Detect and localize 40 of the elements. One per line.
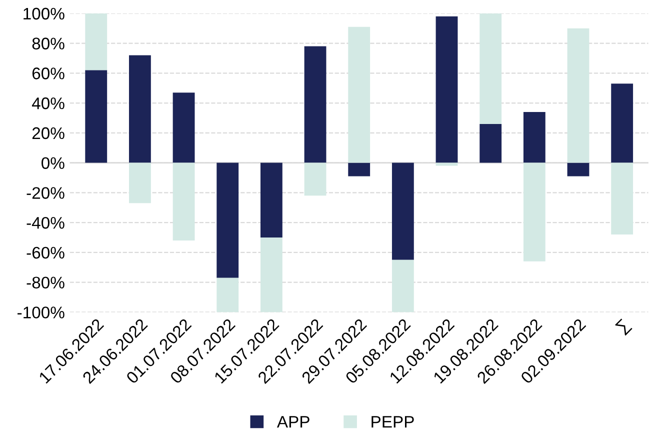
bar <box>436 16 458 163</box>
bar <box>348 162 370 176</box>
bar <box>523 112 546 163</box>
bar <box>567 28 590 163</box>
legend-label: PEPP <box>372 416 414 428</box>
bar <box>216 162 239 278</box>
bar <box>85 70 108 163</box>
y-tick-label: 20% <box>32 127 64 140</box>
bar <box>611 162 634 235</box>
y-tick-label: -20% <box>26 187 64 199</box>
bar <box>480 13 502 124</box>
bar <box>172 92 195 163</box>
bar <box>348 26 370 163</box>
y-tick-label: 40% <box>32 97 64 110</box>
bar <box>392 162 414 260</box>
bar <box>304 46 326 163</box>
bar <box>304 162 326 196</box>
y-tick-label: -100% <box>18 306 64 318</box>
bar <box>85 13 108 70</box>
bar <box>128 55 151 163</box>
bar <box>436 162 458 166</box>
y-tick-label: 60% <box>32 68 64 80</box>
bar <box>392 260 414 312</box>
bar <box>611 84 634 163</box>
bar <box>567 162 590 176</box>
bar <box>216 278 239 312</box>
x-tick-label: ∑ <box>614 318 632 336</box>
bar <box>480 124 502 163</box>
bar <box>260 162 282 238</box>
bar <box>128 162 151 204</box>
legend-label: APP <box>276 416 310 428</box>
bar <box>523 162 546 262</box>
y-tick-label: 100% <box>24 8 64 20</box>
y-tick-label: 80% <box>32 38 64 50</box>
y-tick-label: 0% <box>42 157 64 169</box>
y-tick-label: -40% <box>26 216 64 229</box>
y-tick-label: -60% <box>26 246 64 259</box>
bar <box>172 162 195 240</box>
y-tick-label: -80% <box>26 276 64 289</box>
bar <box>260 237 282 312</box>
